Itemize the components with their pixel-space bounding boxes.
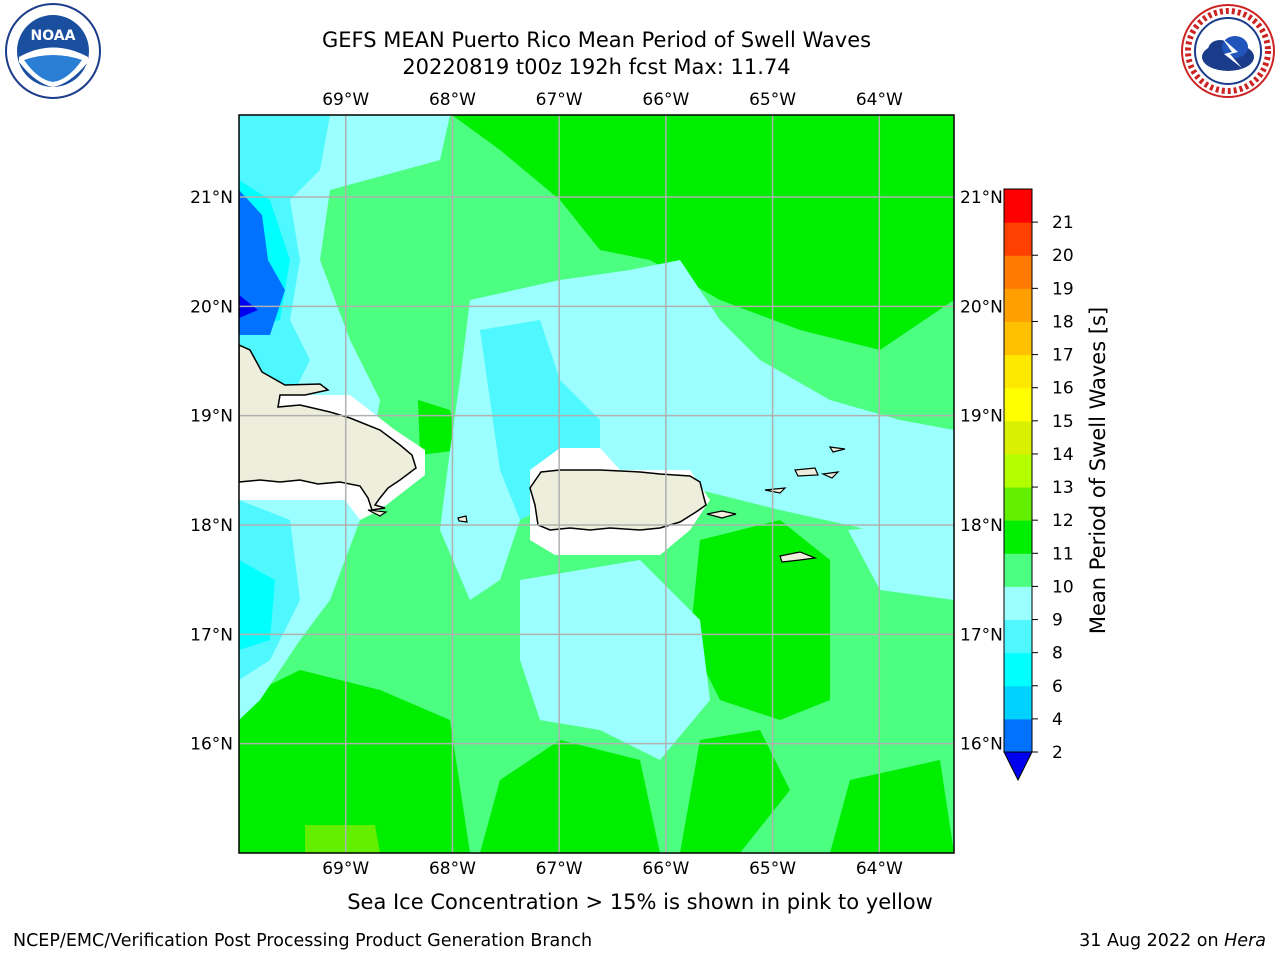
colorbar-tick-label: 16 — [1052, 379, 1074, 399]
lon-tick-label-bottom: 69°W — [322, 859, 369, 879]
colorbar-tick-label: 6 — [1052, 677, 1063, 697]
lon-tick-label-top: 68°W — [429, 90, 476, 110]
lat-tick-label-left: 21°N — [190, 188, 233, 208]
land-hispaniola — [239, 344, 417, 511]
field-contour — [239, 670, 470, 853]
footer-date: 31 Aug 2022 on Hera — [1079, 931, 1266, 951]
lon-tick-label-top: 66°W — [642, 90, 689, 110]
field-contour — [239, 190, 285, 335]
colorbar-under-arrow — [1003, 751, 1033, 782]
land-islet — [820, 471, 840, 479]
svg-text:NOAA: NOAA — [31, 28, 76, 44]
colorbar-tick-label: 8 — [1052, 644, 1063, 664]
colorbar-tick-label: 13 — [1052, 478, 1074, 498]
colorbar-segment — [1004, 619, 1032, 654]
lon-tick-label-bottom: 66°W — [642, 859, 689, 879]
colorbar-tick-label: 19 — [1052, 279, 1074, 299]
colorbar-segment — [1004, 718, 1032, 753]
colorbar-segment — [1004, 189, 1032, 223]
colorbar-segment — [1004, 420, 1032, 455]
colorbar-segment — [1004, 255, 1032, 289]
lon-tick-label-bottom: 67°W — [536, 859, 583, 879]
colorbar-segment — [1004, 387, 1032, 422]
colorbar-tick-label: 12 — [1052, 511, 1074, 531]
field-contour — [830, 760, 954, 853]
plot-title: GEFS MEAN Puerto Rico Mean Period of Swe… — [321, 28, 872, 52]
gridlines — [239, 115, 954, 853]
land-islet — [828, 446, 846, 453]
colorbar-segment — [1004, 354, 1032, 389]
lon-tick-label-top: 67°W — [536, 90, 583, 110]
colorbar-segment — [1004, 586, 1032, 621]
nws-logo-icon — [1181, 4, 1275, 98]
plot-subtitle: 20220819 t00z 192h fcst Max: 11.74 — [402, 55, 791, 79]
sea-ice-caption: Sea Ice Concentration > 15% is shown in … — [347, 890, 933, 914]
colorbar-tick-label: 2 — [1052, 743, 1063, 763]
lat-tick-label-right: 17°N — [960, 625, 1003, 645]
colorbar-tick-label: 21 — [1052, 213, 1074, 233]
footer-machine: Hera — [1224, 931, 1266, 951]
land-islet — [457, 515, 468, 523]
field-contour — [690, 520, 830, 720]
colorbar-tick-label: 14 — [1052, 445, 1074, 465]
field-contour — [452, 115, 954, 350]
field-contour — [418, 400, 460, 455]
lat-tick-label-right: 21°N — [960, 188, 1003, 208]
field-contour — [848, 520, 954, 600]
plot-frame — [238, 114, 955, 854]
lat-tick-label-right: 20°N — [960, 297, 1003, 317]
colorbar-frame — [1003, 188, 1033, 753]
colorbar-segment — [1004, 520, 1032, 554]
lat-tick-label-left: 16°N — [190, 735, 233, 755]
lat-tick-label-left: 17°N — [190, 625, 233, 645]
lon-tick-label-top: 64°W — [856, 90, 903, 110]
noaa-logo-icon: NOAA — [5, 3, 101, 99]
lon-tick-label-bottom: 64°W — [856, 859, 903, 879]
field-contour — [239, 560, 275, 650]
field-contour — [680, 730, 790, 853]
lat-tick-label-right: 16°N — [960, 735, 1003, 755]
land-islet — [794, 467, 819, 477]
colorbar-tick-label: 9 — [1052, 611, 1063, 631]
land-islet — [367, 509, 388, 517]
field-contour — [520, 560, 710, 760]
lat-tick-label-left: 20°N — [190, 297, 233, 317]
colorbar-segment — [1004, 652, 1032, 687]
lat-tick-label-left: 18°N — [190, 516, 233, 536]
axis-tick-labels: 69°W 69°W 68°W 68°W 67°W 67°W 66°W 66°W 65°W 65°W… — [190, 90, 1003, 879]
land-islet — [706, 510, 737, 519]
lon-tick-label-top: 65°W — [749, 90, 796, 110]
colorbar-segment — [1004, 487, 1032, 521]
colorbar-segment — [1004, 553, 1032, 587]
colorbar-label: Mean Period of Swell Waves [s] — [1086, 307, 1110, 634]
lat-tick-label-right: 19°N — [960, 407, 1003, 427]
colorbar-segment — [1004, 321, 1032, 356]
colorbar-tick-label: 20 — [1052, 246, 1074, 266]
colorbar: 2 4 6 8 9 10 11 12 13 14 15 16 17 18 19 20 21 Mean Period… — [1003, 188, 1110, 782]
lon-tick-label-top: 69°W — [322, 90, 369, 110]
field-contour — [440, 260, 954, 600]
colorbar-tick-label: 15 — [1052, 412, 1074, 432]
land-islet — [779, 551, 818, 563]
field-contour — [480, 740, 660, 853]
lat-tick-label-left: 19°N — [190, 407, 233, 427]
footer-credit: NCEP/EMC/Verification Post Processing Pr… — [13, 931, 593, 951]
colorbar-tick-label: 10 — [1052, 577, 1074, 597]
colorbar-tick-label: 11 — [1052, 544, 1074, 564]
colorbar-tick-label: 4 — [1052, 710, 1063, 730]
swell-period-field — [239, 115, 954, 853]
colorbar-segment — [1004, 685, 1032, 720]
colorbar-segment — [1004, 288, 1032, 322]
colorbar-segment — [1004, 222, 1032, 256]
field-contour — [305, 825, 380, 853]
land-puerto-rico — [529, 469, 707, 531]
colorbar-tick-label: 18 — [1052, 312, 1074, 332]
lat-tick-label-right: 18°N — [960, 516, 1003, 536]
lon-tick-label-bottom: 68°W — [429, 859, 476, 879]
colorbar-tick-label: 17 — [1052, 346, 1074, 366]
colorbar-segment — [1004, 453, 1032, 488]
lon-tick-label-bottom: 65°W — [749, 859, 796, 879]
